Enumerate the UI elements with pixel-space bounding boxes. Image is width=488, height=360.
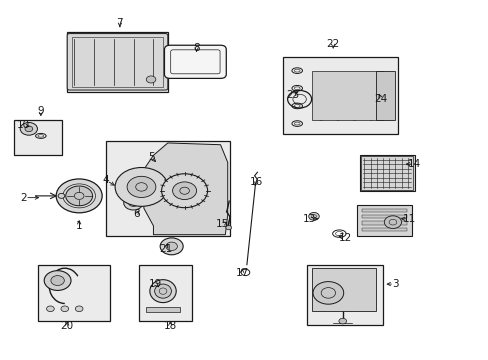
Circle shape <box>56 179 102 213</box>
Text: 20: 20 <box>61 321 74 332</box>
Text: 16: 16 <box>249 177 263 187</box>
Bar <box>105 141 230 237</box>
Circle shape <box>172 182 196 199</box>
Bar <box>311 71 383 120</box>
Text: 7: 7 <box>116 18 123 28</box>
Bar <box>356 205 411 237</box>
Text: 18: 18 <box>163 321 177 332</box>
Text: 17: 17 <box>235 269 248 279</box>
Ellipse shape <box>149 280 176 303</box>
Circle shape <box>384 216 401 229</box>
Circle shape <box>46 306 54 312</box>
Circle shape <box>312 282 343 304</box>
Bar <box>359 155 414 190</box>
Text: 24: 24 <box>374 94 387 104</box>
Bar <box>361 221 407 225</box>
Bar <box>139 265 191 321</box>
Text: 19: 19 <box>149 279 162 289</box>
Text: 23: 23 <box>285 90 299 100</box>
Bar <box>361 208 407 212</box>
Text: 14: 14 <box>407 159 420 169</box>
Circle shape <box>127 176 156 198</box>
Ellipse shape <box>154 284 171 298</box>
Circle shape <box>160 238 183 255</box>
Polygon shape <box>143 143 227 235</box>
Bar <box>360 156 412 189</box>
Bar <box>375 71 395 120</box>
Circle shape <box>115 167 167 206</box>
Bar <box>361 228 407 231</box>
Circle shape <box>161 174 207 208</box>
Circle shape <box>338 318 346 324</box>
Text: 6: 6 <box>133 208 140 219</box>
Text: 21: 21 <box>159 244 172 254</box>
Bar <box>39 265 110 321</box>
Text: 4: 4 <box>102 175 109 185</box>
Bar <box>67 32 167 92</box>
Text: 22: 22 <box>326 39 339 49</box>
Text: 15: 15 <box>216 219 229 229</box>
Text: 8: 8 <box>193 43 200 53</box>
Text: 10: 10 <box>17 120 30 130</box>
Text: 5: 5 <box>147 152 154 162</box>
Text: 13: 13 <box>302 214 315 224</box>
FancyBboxPatch shape <box>67 33 167 90</box>
Bar <box>361 215 407 219</box>
Circle shape <box>44 271 71 291</box>
Circle shape <box>225 225 231 230</box>
Circle shape <box>75 306 83 312</box>
Text: 9: 9 <box>38 106 44 116</box>
Bar <box>311 268 376 311</box>
Circle shape <box>146 76 156 83</box>
Bar <box>306 265 383 325</box>
Circle shape <box>25 126 33 132</box>
Circle shape <box>58 193 64 198</box>
FancyBboxPatch shape <box>164 45 226 78</box>
Bar <box>146 307 180 312</box>
Circle shape <box>20 122 38 135</box>
Text: 1: 1 <box>76 221 82 231</box>
Text: 2: 2 <box>20 193 26 203</box>
Circle shape <box>123 196 142 210</box>
Circle shape <box>51 276 64 285</box>
Circle shape <box>308 212 319 220</box>
Circle shape <box>165 242 177 251</box>
Text: 12: 12 <box>338 233 351 243</box>
Bar <box>72 37 163 86</box>
Circle shape <box>65 186 92 206</box>
Circle shape <box>61 306 68 312</box>
Bar <box>282 57 397 134</box>
Text: 3: 3 <box>391 279 398 289</box>
Text: 11: 11 <box>403 214 416 224</box>
Bar <box>15 120 62 155</box>
